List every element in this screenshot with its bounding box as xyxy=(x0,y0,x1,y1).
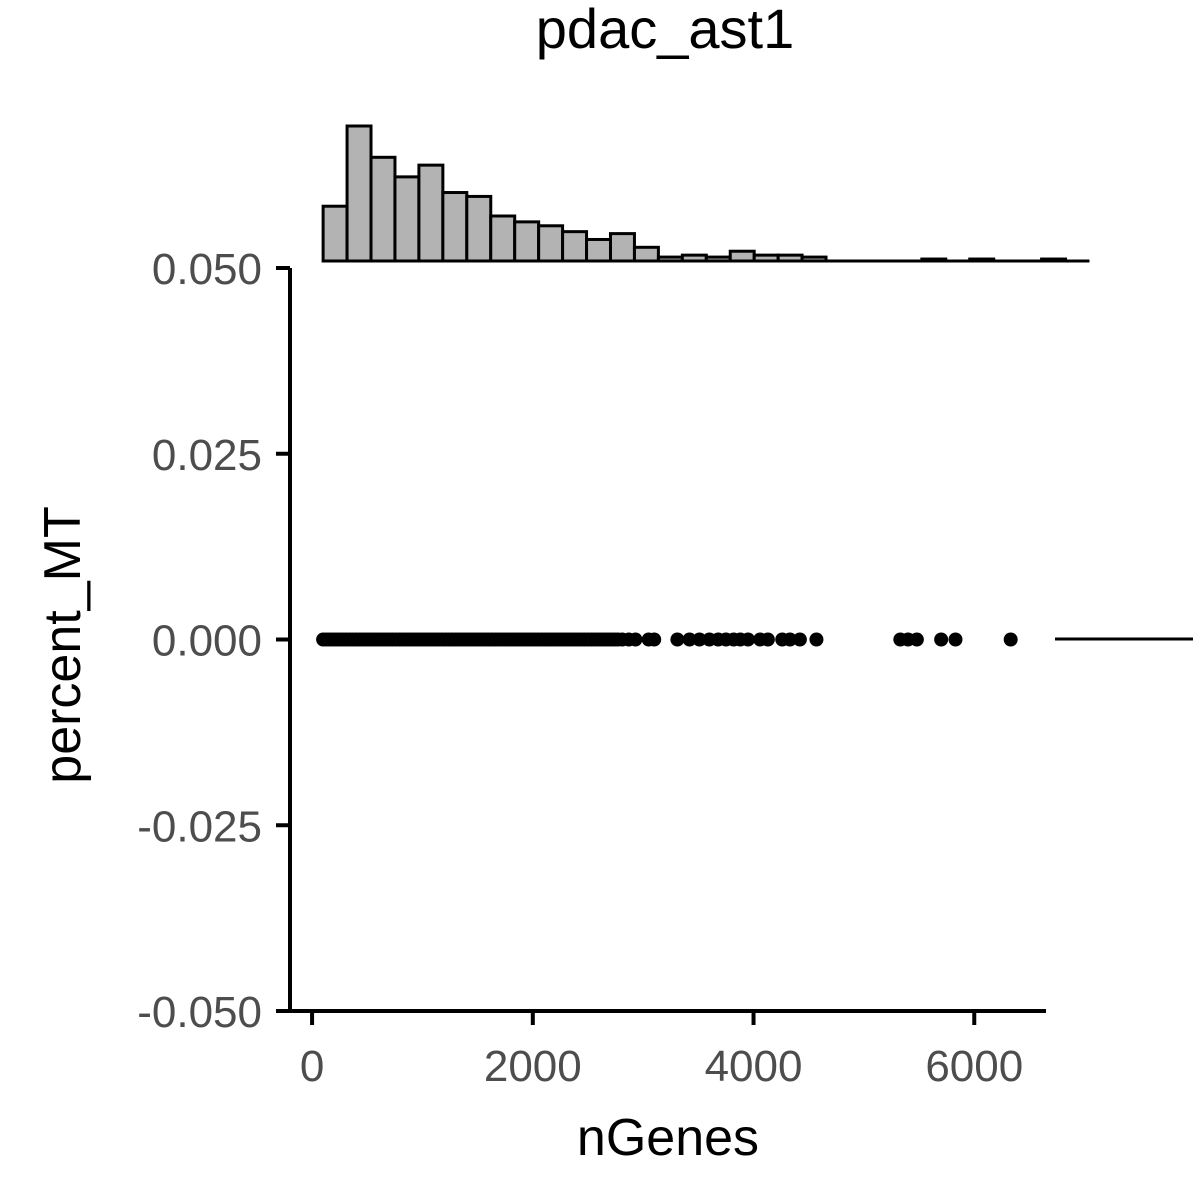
y-axis-title: percent_MT xyxy=(34,506,92,783)
histogram-bar xyxy=(513,220,541,263)
x-axis: 0 2000 4000 6000 xyxy=(300,1011,1023,1091)
histogram-bar xyxy=(321,204,349,263)
histogram-bar xyxy=(561,230,589,263)
data-point xyxy=(792,632,807,647)
data-point xyxy=(670,632,685,647)
histogram-bar xyxy=(417,163,445,263)
histogram-bar xyxy=(585,237,612,263)
data-point xyxy=(948,632,963,647)
data-point xyxy=(741,632,756,647)
y-axis: 0.050 0.025 0.000 -0.025 -0.050 xyxy=(137,245,290,1037)
histogram-bar xyxy=(537,224,565,263)
histogram-bar xyxy=(465,194,493,263)
x-tick-label: 4000 xyxy=(705,1042,803,1091)
x-tick-label: 0 xyxy=(300,1042,324,1091)
data-point xyxy=(782,632,797,647)
histogram-bar xyxy=(489,214,517,263)
marginal-histogram xyxy=(321,124,1090,263)
chart-title: pdac_ast1 xyxy=(536,0,794,60)
y-tick-label: -0.025 xyxy=(137,802,262,851)
data-point xyxy=(682,632,697,647)
data-point xyxy=(647,632,662,647)
data-point xyxy=(809,632,824,647)
data-point xyxy=(760,632,775,647)
data-point xyxy=(628,632,643,647)
y-tick-label: 0.050 xyxy=(152,245,262,294)
data-point xyxy=(1003,632,1018,647)
histogram-bar xyxy=(441,191,469,263)
data-point xyxy=(909,632,924,647)
x-axis-title: nGenes xyxy=(577,1109,759,1167)
data-point xyxy=(692,632,707,647)
y-tick-label: -0.050 xyxy=(137,988,262,1037)
data-point xyxy=(934,632,949,647)
y-tick-label: 0.025 xyxy=(152,431,262,480)
y-tick-label: 0.000 xyxy=(152,617,262,666)
histogram-bar xyxy=(632,245,660,263)
histogram-bar xyxy=(393,175,421,263)
x-tick-label: 6000 xyxy=(925,1042,1023,1091)
x-tick-label: 2000 xyxy=(484,1042,582,1091)
histogram-bar xyxy=(369,155,397,263)
scatter-points xyxy=(316,632,1018,647)
histogram-bar xyxy=(345,124,373,263)
histogram-bar xyxy=(608,232,636,263)
